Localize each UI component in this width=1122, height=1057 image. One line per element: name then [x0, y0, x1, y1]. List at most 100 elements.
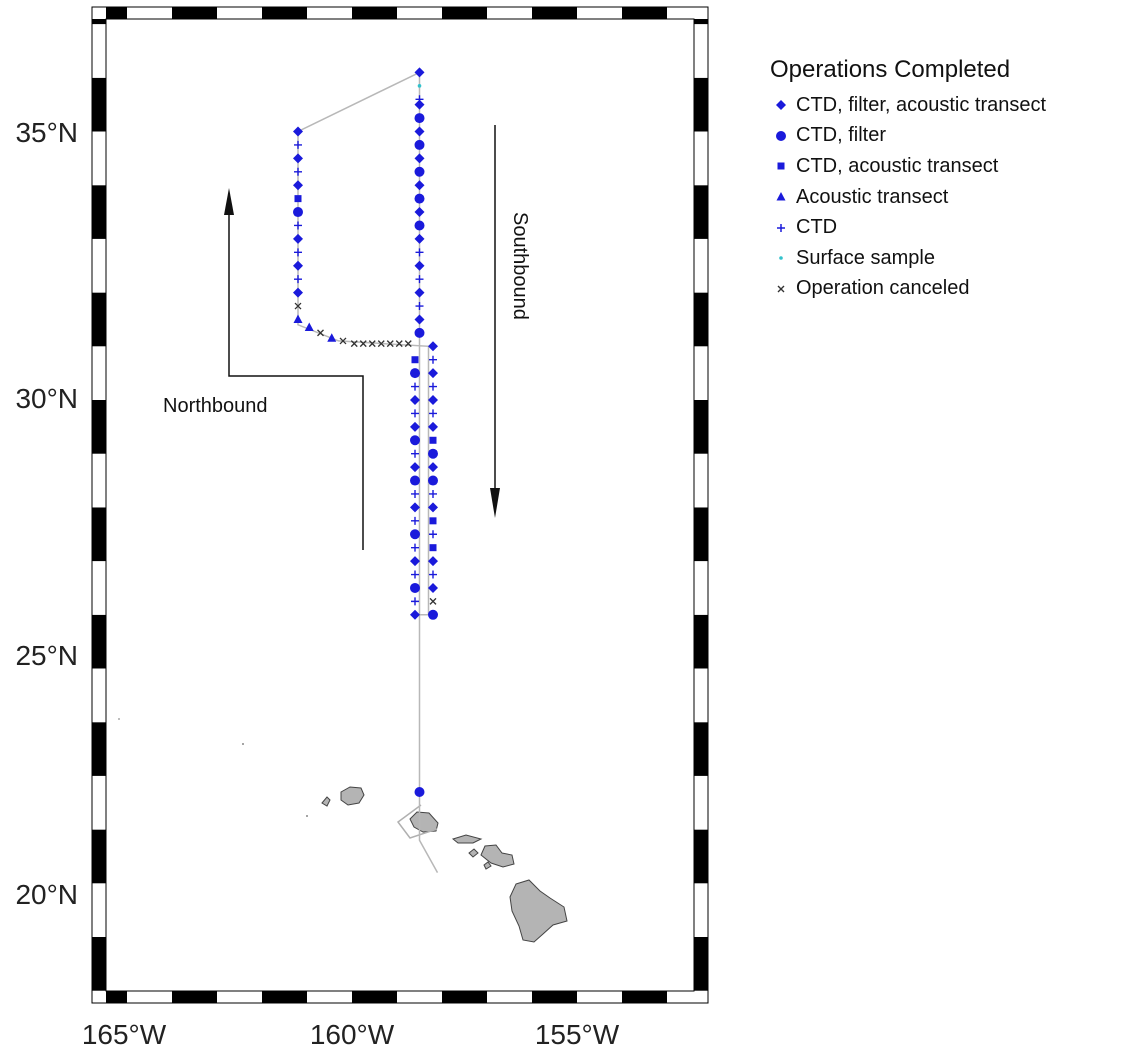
speck-islet	[242, 743, 244, 745]
frame-bar	[92, 722, 106, 776]
station-marker-circle	[428, 475, 438, 486]
station-marker-diamond	[410, 609, 420, 620]
frame-bar	[106, 991, 127, 1003]
frame-bar	[92, 614, 106, 669]
frame-bar	[217, 991, 262, 1003]
frame-bar	[694, 346, 708, 400]
station-marker-diamond	[410, 462, 420, 473]
station-marker-diamond	[414, 99, 425, 110]
frame-bar	[667, 991, 694, 1003]
station-marker-circle	[410, 529, 420, 540]
frame-bar	[172, 991, 217, 1003]
station-marker-circle	[410, 582, 420, 593]
station-marker-circle	[410, 475, 420, 486]
frame-bar	[397, 991, 442, 1003]
station-marker-x	[350, 340, 358, 348]
frame-bar	[92, 238, 106, 293]
southbound-label: Southbound	[509, 212, 531, 320]
station-marker-diamond	[293, 287, 303, 298]
frame-bar	[92, 346, 106, 400]
frame-bar	[92, 829, 106, 884]
frame-bar	[92, 775, 106, 830]
lon-tick-label-155: 155°W	[535, 1019, 620, 1050]
frame-bar	[127, 991, 172, 1003]
station-marker-plus	[429, 409, 437, 418]
station-marker-diamond	[428, 462, 438, 473]
station-marker-diamond	[410, 421, 420, 432]
station-marker-circle	[414, 327, 425, 338]
frame-bar	[92, 400, 106, 454]
frame-bar	[577, 7, 622, 19]
frame-bar	[487, 991, 532, 1003]
frame-bar	[532, 7, 577, 19]
island-lanai	[468, 848, 479, 858]
hawaiian-islands	[118, 718, 568, 943]
station-marker-diamond	[293, 180, 303, 191]
station-marker-circle	[410, 368, 420, 379]
station-marker-diamond	[414, 233, 425, 244]
station-marker-diamond	[414, 207, 425, 218]
legend-entry-circle: CTD, filter	[770, 121, 1120, 152]
station-marker-diamond	[414, 287, 425, 298]
speck-islet	[306, 815, 308, 817]
frame-bar	[694, 238, 708, 293]
station-marker-x	[359, 340, 367, 348]
frame-bar	[694, 829, 708, 884]
station-marker-x	[294, 302, 302, 310]
frame-bar	[92, 131, 106, 186]
northbound-arrow-head	[224, 188, 234, 215]
station-marker-plus	[429, 382, 437, 391]
station-marker-circle	[414, 787, 425, 798]
station-marker-diamond	[293, 153, 303, 164]
station-marker-diamond	[428, 421, 438, 432]
station-marker-triangle	[293, 314, 303, 323]
frame-bar	[442, 7, 487, 19]
frame-bar	[92, 507, 106, 562]
station-marker-diamond	[410, 502, 420, 513]
station-marker-diamond	[428, 368, 438, 379]
legend-label: CTD, filter, acoustic transect	[796, 93, 1047, 116]
frame-bar	[487, 7, 532, 19]
lat-tick-label-35: 35°N	[15, 117, 78, 148]
legend-entry-dot: Surface sample	[770, 243, 1120, 274]
station-marker-diamond	[428, 341, 438, 352]
northbound-label: Northbound	[163, 395, 268, 417]
station-marker-circle	[414, 113, 425, 124]
frame-bar	[92, 561, 106, 615]
station-marker-diamond	[293, 126, 303, 137]
lon-tick-label-165: 165°W	[82, 1019, 167, 1050]
legend: Operations Completed CTD, filter, acoust…	[770, 56, 1120, 304]
frame-bar	[694, 77, 708, 132]
frame-bar	[92, 77, 106, 132]
station-marker-square	[294, 195, 302, 203]
island-niihau	[321, 796, 331, 807]
plus-marker-icon	[777, 223, 785, 232]
frame-bar	[307, 7, 352, 19]
frame-bar	[307, 991, 352, 1003]
square-marker-icon	[777, 162, 785, 170]
frame-bar	[92, 24, 106, 78]
station-marker-plus	[429, 489, 437, 498]
frame-bar	[92, 937, 106, 991]
station-marker-diamond	[410, 395, 420, 405]
frame-bar	[92, 668, 106, 723]
legend-entry-square: CTD, acoustic transect	[770, 151, 1120, 182]
station-marker-plus	[415, 302, 424, 311]
station-marker-plus	[411, 516, 419, 525]
frame-bar	[694, 614, 708, 669]
frame-bar	[442, 991, 487, 1003]
station-marker-circle	[414, 139, 425, 150]
frame-bar	[92, 883, 106, 937]
station-marker-square	[411, 356, 419, 364]
frame-bar	[92, 292, 106, 347]
frame-bar	[694, 937, 708, 991]
frame-bar	[262, 7, 307, 19]
legend-label: CTD, acoustic transect	[796, 154, 999, 177]
northbound-arrow-line	[228, 215, 364, 550]
northbound-arrow	[224, 188, 364, 550]
station-marker-plus	[429, 530, 437, 539]
speck-islet	[118, 718, 120, 720]
station-marker-circle	[414, 193, 425, 204]
frame-bar	[694, 19, 708, 25]
